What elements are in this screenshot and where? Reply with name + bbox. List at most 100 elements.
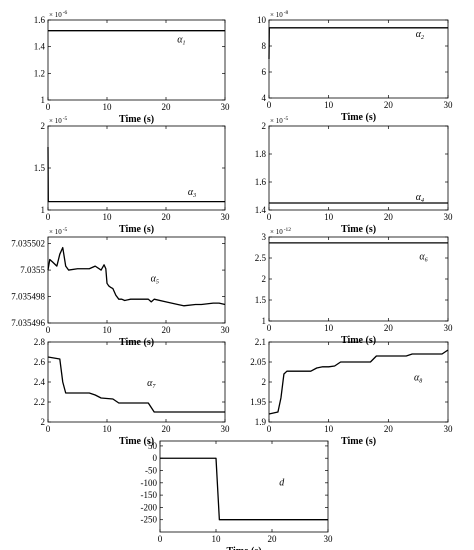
- annotation-symbol: α: [147, 378, 153, 389]
- annotation-subscript: 2: [421, 35, 424, 41]
- y-multiplier: × 10-6: [49, 10, 68, 19]
- y-tick-label: -150: [141, 490, 158, 500]
- x-axis-label: Time (s): [119, 114, 154, 125]
- annotation-subscript: 1: [182, 40, 185, 46]
- y-multiplier-base: × 10: [270, 228, 283, 236]
- x-axis-label: Time (s): [119, 224, 154, 235]
- plot-frame: [47, 341, 226, 423]
- x-tick-label: 30: [444, 212, 454, 222]
- plot-frame: [47, 19, 226, 101]
- x-tick-label: 0: [46, 212, 51, 222]
- y-tick-label: 2.8: [34, 337, 46, 347]
- x-axis-label: Time (s): [119, 436, 154, 447]
- annotation-symbol: α: [177, 34, 183, 45]
- y-tick-label: 1: [262, 316, 267, 326]
- plot-frame: [47, 125, 226, 211]
- x-tick-label: 10: [324, 212, 334, 222]
- x-tick-label: 0: [46, 102, 51, 112]
- series-annotation: α4: [416, 192, 424, 204]
- x-tick-label: 20: [162, 212, 172, 222]
- chart-alpha5: 0 10 20 30 7.035496 7.035498 7.0355 7.035502 Tim…: [11, 227, 230, 348]
- y-tick-label: 7.0355: [20, 265, 45, 275]
- y-tick-label: 1.6: [34, 15, 46, 25]
- x-axis-label: Time (s): [341, 335, 376, 346]
- x-tick-label: 20: [268, 534, 278, 544]
- y-tick-label: 0: [153, 453, 158, 463]
- y-tick-label: 3: [262, 232, 267, 242]
- x-tick-label: 30: [221, 102, 231, 112]
- annotation-subscript: 3: [192, 193, 196, 199]
- x-tick-label: 0: [158, 534, 163, 544]
- y-tick-label: 8: [262, 41, 267, 51]
- y-tick-label: 2.4: [34, 377, 46, 387]
- y-multiplier-exponent: -6: [63, 10, 68, 16]
- y-tick-label: 4: [262, 93, 267, 103]
- x-tick-label: 10: [212, 534, 222, 544]
- y-tick-label: -50: [145, 466, 157, 476]
- x-tick-label: 0: [267, 424, 272, 434]
- x-tick-label: 20: [162, 102, 172, 112]
- series-annotation: α2: [416, 29, 424, 41]
- chart-alpha6: 0 10 20 30 1 1.5 2 2.5 3 Time (s) × 10-12 α6: [255, 227, 453, 346]
- y-multiplier: × 10-8: [270, 10, 289, 19]
- y-tick-label: 6: [262, 67, 267, 77]
- y-tick-label: 7.035496: [11, 318, 45, 328]
- y-tick-label: 2.05: [250, 357, 266, 367]
- y-multiplier: × 10-12: [270, 227, 291, 236]
- y-multiplier-base: × 10: [49, 11, 62, 19]
- y-multiplier: × 10-5: [49, 116, 68, 125]
- x-tick-label: 10: [103, 325, 113, 335]
- y-tick-label: 1.9: [255, 417, 267, 427]
- annotation-subscript: 5: [156, 280, 159, 286]
- x-axis-label: Time (s): [119, 337, 154, 348]
- x-tick-label: 30: [444, 100, 454, 110]
- x-tick-label: 20: [162, 424, 172, 434]
- x-tick-label: 20: [384, 424, 394, 434]
- x-tick-label: 0: [267, 323, 272, 333]
- y-tick-label: 1.95: [250, 397, 266, 407]
- x-axis-label: Time (s): [341, 224, 376, 235]
- x-tick-label: 10: [103, 424, 113, 434]
- x-axis-label: Time (s): [341, 436, 376, 447]
- annotation-symbol: α: [188, 187, 194, 198]
- x-tick-label: 30: [444, 424, 454, 434]
- x-tick-label: 30: [221, 424, 231, 434]
- x-tick-label: 20: [384, 323, 394, 333]
- series-line-alpha3: [47, 146, 225, 203]
- chart-alpha8: 0 10 20 30 1.9 1.95 2 2.05 2.1 Time (s) α8: [250, 337, 453, 447]
- y-tick-label: 2: [262, 274, 267, 284]
- annotation-symbol: α: [416, 29, 422, 40]
- x-tick-label: 0: [46, 424, 51, 434]
- y-tick-label: -250: [141, 515, 158, 525]
- y-multiplier-base: × 10: [270, 117, 283, 125]
- series-annotation: α1: [177, 34, 185, 46]
- x-tick-label: 10: [324, 100, 334, 110]
- y-tick-label: 2.1: [255, 337, 266, 347]
- y-tick-label: 2: [262, 377, 267, 387]
- series-annotation: α6: [419, 252, 427, 264]
- x-axis-label: Time (s): [226, 546, 261, 550]
- series-annotation: d: [279, 478, 285, 489]
- x-axis-label: Time (s): [341, 112, 376, 123]
- series-annotation: α5: [151, 274, 159, 286]
- x-tick-label: 10: [103, 102, 113, 112]
- y-tick-label: 2: [41, 121, 46, 131]
- y-tick-label: 1.4: [255, 205, 267, 215]
- x-tick-label: 0: [46, 325, 51, 335]
- x-tick-label: 30: [324, 534, 334, 544]
- chart-alpha7: 0 10 20 30 2 2.2 2.4 2.6 2.8 Time (s) α7: [34, 337, 230, 447]
- series-line-alpha2: [268, 27, 448, 60]
- y-tick-label: 2.6: [34, 357, 46, 367]
- y-tick-label: 7.035498: [11, 292, 45, 302]
- series-line-alpha8: [268, 349, 449, 415]
- annotation-symbol: α: [151, 274, 157, 285]
- plot-frame: [268, 19, 449, 99]
- y-tick-label: 1.8: [255, 149, 267, 159]
- annotation-symbol: α: [416, 192, 422, 203]
- y-multiplier-exponent: -5: [63, 227, 68, 233]
